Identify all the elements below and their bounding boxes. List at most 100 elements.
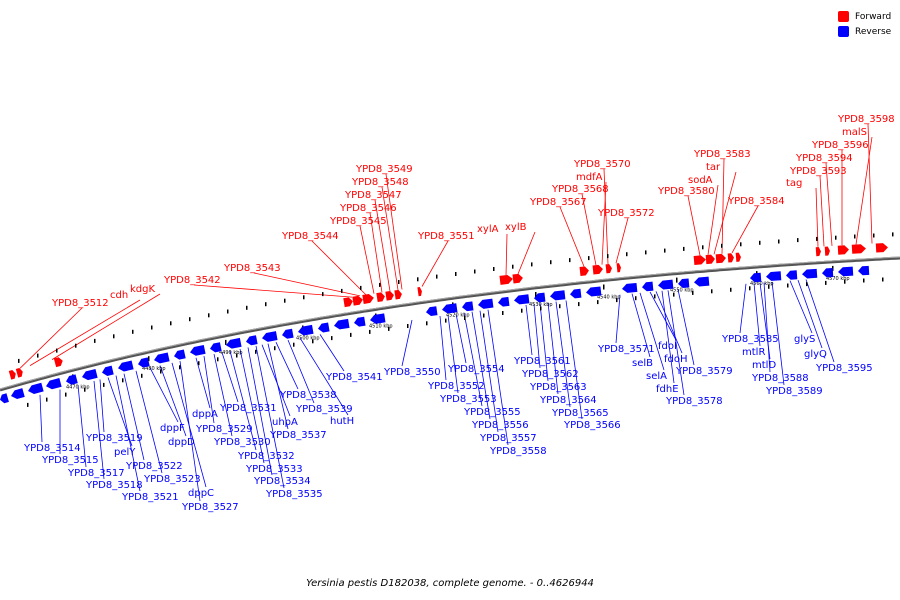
reverse-gene[interactable]: [678, 278, 690, 288]
reverse-gene[interactable]: [858, 265, 870, 276]
forward-gene[interactable]: [605, 264, 613, 274]
reverse-gene[interactable]: [570, 288, 582, 299]
reverse-gene[interactable]: [441, 303, 458, 314]
forward-gene[interactable]: [53, 356, 64, 368]
gene-features[interactable]: [0, 243, 888, 404]
reverse-gene[interactable]: [694, 276, 710, 287]
reverse-gene[interactable]: [533, 292, 546, 303]
reverse-gene[interactable]: [173, 349, 186, 360]
reverse-gene[interactable]: [297, 324, 314, 336]
reverse-gene[interactable]: [209, 342, 222, 353]
reverse-gene-label: YPD8_3553: [439, 394, 497, 405]
reverse-gene[interactable]: [137, 357, 150, 368]
forward-gene[interactable]: [705, 254, 716, 265]
forward-gene[interactable]: [837, 245, 850, 255]
reverse-gene[interactable]: [497, 296, 510, 307]
reverse-gene[interactable]: [189, 344, 206, 357]
reverse-gene[interactable]: [549, 290, 566, 301]
minor-tick: [597, 300, 599, 305]
reverse-gene[interactable]: [45, 378, 62, 391]
forward-leader: [855, 136, 873, 245]
reverse-gene[interactable]: [0, 393, 9, 404]
reverse-gene[interactable]: [81, 369, 98, 381]
forward-leader: [381, 186, 399, 291]
forward-gene[interactable]: [376, 292, 385, 303]
forward-gene[interactable]: [343, 297, 353, 308]
label-leader-lines: [19, 123, 873, 502]
kbp-tick-label: 4480 kbp: [142, 366, 166, 372]
reverse-gene[interactable]: [477, 298, 494, 310]
reverse-gene[interactable]: [353, 316, 366, 328]
forward-gene[interactable]: [394, 289, 402, 300]
reverse-gene-label: YPD8_3561: [513, 356, 571, 367]
reverse-gene[interactable]: [65, 374, 78, 385]
forward-gene[interactable]: [815, 247, 822, 257]
reverse-gene[interactable]: [225, 337, 242, 350]
reverse-gene[interactable]: [369, 313, 386, 324]
reverse-gene[interactable]: [838, 266, 854, 277]
minor-tick: [844, 279, 846, 284]
reverse-gene[interactable]: [261, 331, 278, 343]
reverse-gene[interactable]: [766, 271, 782, 281]
minor-tick: [854, 234, 856, 239]
reverse-gene-label: YPD8_3585: [721, 334, 779, 345]
forward-gene[interactable]: [592, 264, 604, 275]
forward-gene-label: YPD8_3551: [417, 231, 475, 242]
forward-gene-label: YPD8_3542: [163, 275, 221, 286]
reverse-gene[interactable]: [786, 270, 798, 280]
reverse-gene[interactable]: [802, 268, 818, 279]
forward-gene[interactable]: [8, 369, 17, 380]
forward-gene[interactable]: [693, 255, 707, 265]
reverse-gene[interactable]: [513, 294, 530, 305]
forward-leader: [687, 195, 701, 256]
forward-gene[interactable]: [824, 246, 831, 256]
forward-gene[interactable]: [417, 287, 422, 297]
reverse-gene[interactable]: [586, 286, 602, 297]
forward-gene-label: YPD8_3546: [339, 203, 397, 214]
reverse-gene[interactable]: [317, 322, 330, 334]
forward-gene[interactable]: [499, 274, 513, 285]
forward-gene[interactable]: [715, 253, 727, 264]
reverse-gene[interactable]: [10, 388, 25, 400]
reverse-gene-label: YPD8_3557: [479, 433, 537, 444]
reverse-gene[interactable]: [822, 268, 834, 278]
reverse-gene[interactable]: [101, 365, 114, 377]
minor-tick: [217, 357, 219, 362]
minor-tick: [863, 278, 865, 283]
forward-leader: [311, 240, 367, 296]
forward-gene-label: cdh: [110, 290, 128, 301]
forward-gene[interactable]: [352, 295, 363, 306]
forward-gene[interactable]: [362, 293, 374, 304]
reverse-gene[interactable]: [658, 279, 674, 290]
reverse-gene[interactable]: [245, 335, 258, 346]
reverse-gene[interactable]: [642, 281, 654, 292]
reverse-gene[interactable]: [425, 306, 438, 317]
reverse-gene[interactable]: [153, 352, 170, 364]
reverse-gene[interactable]: [750, 272, 762, 283]
forward-gene[interactable]: [512, 273, 523, 284]
minor-tick: [179, 365, 181, 370]
reverse-leader: [159, 365, 187, 437]
forward-leader: [713, 171, 737, 255]
minor-tick: [835, 235, 837, 240]
kbp-tick-label: 4540 kbp: [597, 295, 621, 301]
forward-gene[interactable]: [616, 263, 622, 273]
forward-gene[interactable]: [727, 253, 735, 263]
reverse-leader: [471, 311, 491, 420]
kbp-tick-label: 4470 kbp: [66, 384, 90, 390]
reverse-gene[interactable]: [461, 301, 474, 312]
forward-gene[interactable]: [579, 266, 590, 276]
reverse-leader: [763, 282, 771, 373]
reverse-gene[interactable]: [622, 282, 638, 293]
forward-gene[interactable]: [735, 252, 742, 262]
reverse-gene[interactable]: [333, 318, 350, 330]
forward-gene[interactable]: [851, 244, 866, 254]
forward-gene[interactable]: [15, 367, 24, 378]
reverse-gene[interactable]: [281, 328, 294, 340]
forward-gene[interactable]: [385, 291, 394, 301]
forward-gene[interactable]: [875, 243, 888, 253]
minor-tick: [56, 348, 58, 353]
reverse-gene[interactable]: [117, 360, 134, 372]
reverse-leader: [649, 291, 677, 341]
reverse-gene[interactable]: [27, 382, 44, 396]
